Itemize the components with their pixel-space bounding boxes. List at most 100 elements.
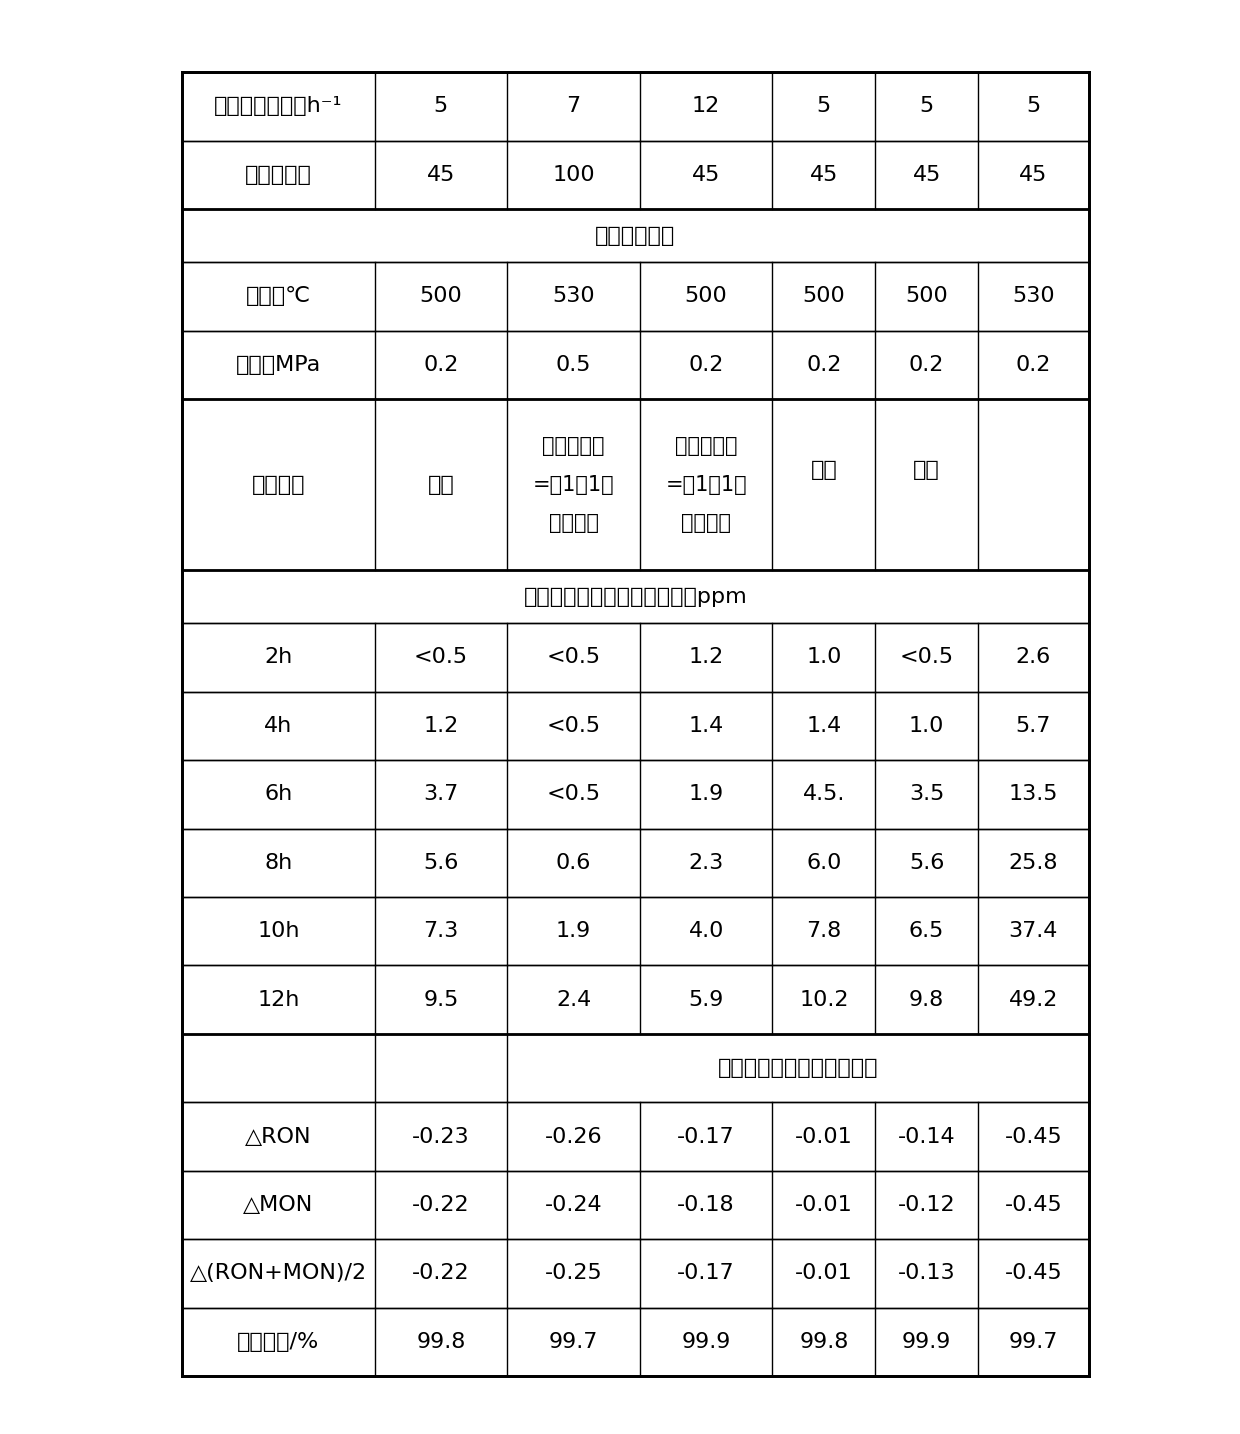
Text: 0.6: 0.6 [556,853,591,873]
Text: -0.45: -0.45 [1004,1195,1063,1215]
Text: 2.4: 2.4 [556,989,591,1010]
Text: 12: 12 [692,96,720,116]
Text: 4h: 4h [264,716,293,736]
Text: -0.17: -0.17 [677,1263,735,1283]
Text: 0.2: 0.2 [909,354,945,374]
Text: 45: 45 [913,165,941,185]
Text: =（1：1）: =（1：1） [533,475,614,495]
Text: 5: 5 [817,96,831,116]
Text: 4.0: 4.0 [688,921,724,941]
Text: 1.2: 1.2 [688,647,724,667]
Text: 5: 5 [1027,96,1040,116]
Text: 氢油体积比: 氢油体积比 [246,165,312,185]
Text: （体积）: （体积） [681,513,732,533]
Text: 4.5.: 4.5. [802,784,844,804]
Text: 10.2: 10.2 [799,989,848,1010]
Text: 汽油重时空速，h⁻¹: 汽油重时空速，h⁻¹ [215,96,342,116]
Text: △RON: △RON [246,1127,311,1147]
Text: 8h: 8h [264,853,293,873]
Text: 空气：氮气: 空气：氮气 [675,436,738,456]
Text: 45: 45 [692,165,720,185]
Text: 37.4: 37.4 [1008,921,1058,941]
Text: 99.8: 99.8 [799,1332,848,1352]
Text: 5.6: 5.6 [909,853,945,873]
Text: 2.6: 2.6 [1016,647,1052,667]
Text: 0.2: 0.2 [1016,354,1052,374]
Text: 45: 45 [427,165,455,185]
Text: 再生反应条件: 再生反应条件 [595,225,676,245]
Text: -0.01: -0.01 [795,1127,853,1147]
Text: 7.3: 7.3 [423,921,459,941]
Text: 9.5: 9.5 [423,989,459,1010]
Text: 2h: 2h [264,647,293,667]
Text: 13.5: 13.5 [1008,784,1058,804]
Text: -0.45: -0.45 [1004,1127,1063,1147]
Text: 5: 5 [920,96,934,116]
Text: 45: 45 [1019,165,1048,185]
Text: 1.9: 1.9 [556,921,591,941]
Text: 12h: 12h [258,989,300,1010]
Text: -0.25: -0.25 [544,1263,603,1283]
Text: 5.7: 5.7 [1016,716,1052,736]
Text: 5.6: 5.6 [423,853,459,873]
Text: 空气: 空气 [914,460,940,480]
Text: 1.4: 1.4 [806,716,842,736]
Text: -0.13: -0.13 [898,1263,956,1283]
Text: （体积）: （体积） [548,513,599,533]
Text: 1.0: 1.0 [909,716,945,736]
Text: <0.5: <0.5 [547,647,600,667]
Text: 25.8: 25.8 [1008,853,1058,873]
Text: <0.5: <0.5 [414,647,467,667]
Text: 500: 500 [684,287,728,307]
Text: -0.45: -0.45 [1004,1263,1063,1283]
Text: 49.2: 49.2 [1008,989,1058,1010]
Text: -0.22: -0.22 [412,1263,470,1283]
Text: 7.8: 7.8 [806,921,842,941]
Text: 1.0: 1.0 [806,647,842,667]
Text: 99.9: 99.9 [901,1332,951,1352]
Text: 99.7: 99.7 [1008,1332,1058,1352]
Text: 5.9: 5.9 [688,989,724,1010]
Text: 530: 530 [552,287,595,307]
Text: -0.01: -0.01 [795,1195,853,1215]
Text: 45: 45 [810,165,838,185]
Text: 0.5: 0.5 [556,354,591,374]
Text: 0.2: 0.2 [423,354,459,374]
Text: -0.23: -0.23 [412,1127,470,1147]
Text: 2.3: 2.3 [688,853,724,873]
Text: △(RON+MON)/2: △(RON+MON)/2 [190,1263,367,1283]
Text: 空气: 空气 [811,460,837,480]
Text: 1.2: 1.2 [423,716,459,736]
Text: -0.18: -0.18 [677,1195,735,1215]
Text: 0.2: 0.2 [688,354,724,374]
Text: -0.01: -0.01 [795,1263,853,1283]
Text: 5: 5 [434,96,448,116]
Text: 500: 500 [419,287,463,307]
Text: △MON: △MON [243,1195,314,1215]
Text: 3.5: 3.5 [909,784,945,804]
Text: -0.22: -0.22 [412,1195,470,1215]
Text: 500: 500 [802,287,846,307]
Text: 混合产物的平均汽油辛烷值: 混合产物的平均汽油辛烷值 [718,1058,878,1078]
Text: 汽油收率/%: 汽油收率/% [237,1332,320,1352]
Text: 产物硫含量随反应时间变化，ppm: 产物硫含量随反应时间变化，ppm [523,587,748,607]
Text: 0.2: 0.2 [806,354,842,374]
Text: 1.4: 1.4 [688,716,724,736]
Text: 9.8: 9.8 [909,989,945,1010]
Text: 7: 7 [567,96,580,116]
Text: -0.24: -0.24 [544,1195,603,1215]
Text: 99.7: 99.7 [549,1332,598,1352]
Text: 3.7: 3.7 [423,784,459,804]
Text: 再生气体: 再生气体 [252,475,305,495]
Text: -0.14: -0.14 [898,1127,956,1147]
Text: -0.12: -0.12 [898,1195,956,1215]
Text: 温度，℃: 温度，℃ [246,287,311,307]
Text: 6h: 6h [264,784,293,804]
Text: 10h: 10h [257,921,300,941]
Text: 1.9: 1.9 [688,784,724,804]
Text: <0.5: <0.5 [547,784,600,804]
Text: 100: 100 [552,165,595,185]
Text: 500: 500 [905,287,949,307]
Text: -0.17: -0.17 [677,1127,735,1147]
Text: 6.0: 6.0 [806,853,842,873]
